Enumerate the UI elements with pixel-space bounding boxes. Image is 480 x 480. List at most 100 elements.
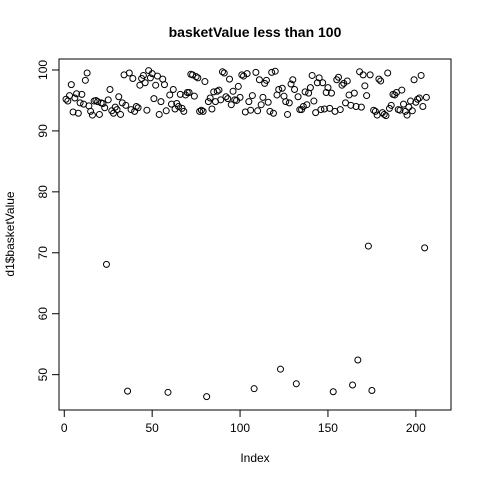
data-point <box>285 99 293 107</box>
data-point <box>303 101 311 109</box>
data-point <box>268 68 276 76</box>
data-point <box>289 76 297 84</box>
data-point <box>141 79 149 87</box>
data-point <box>67 81 75 89</box>
y-axis: 50 60 70 80 90 100 <box>36 60 60 382</box>
data-point <box>185 89 193 97</box>
data-point <box>81 76 89 84</box>
data-point <box>347 101 355 109</box>
data-point <box>398 86 406 94</box>
data-point <box>164 388 172 396</box>
data-point <box>315 74 323 82</box>
data-point <box>234 82 242 90</box>
chart-title: basketValue less than 100 <box>169 24 342 40</box>
data-point <box>310 97 318 105</box>
data-point <box>284 110 292 118</box>
data-point <box>143 106 151 114</box>
data-point <box>176 90 184 98</box>
data-point <box>417 71 425 79</box>
data-point <box>343 77 351 85</box>
y-tick-label: 100 <box>36 60 50 80</box>
data-point <box>150 95 158 103</box>
data-point <box>363 92 371 100</box>
data-point <box>118 99 126 107</box>
data-point <box>408 107 416 115</box>
data-point <box>382 112 390 120</box>
data-point <box>350 89 358 97</box>
data-point <box>155 110 163 118</box>
data-point <box>124 387 132 395</box>
data-point <box>419 103 427 111</box>
data-point <box>238 71 246 79</box>
data-point <box>129 75 137 82</box>
data-point <box>301 88 309 96</box>
data-point <box>319 79 327 87</box>
data-point <box>326 104 334 112</box>
data-point <box>245 98 253 106</box>
x-tick-label: 200 <box>406 421 426 435</box>
data-point <box>403 111 411 119</box>
data-point <box>254 107 262 115</box>
data-point <box>287 80 295 88</box>
data-point <box>299 103 307 111</box>
data-point <box>201 78 209 86</box>
data-point <box>401 107 409 115</box>
data-point <box>414 95 422 103</box>
data-point <box>400 100 408 108</box>
y-tick-label: 50 <box>36 368 50 382</box>
data-point <box>291 85 299 93</box>
data-point <box>247 106 255 114</box>
data-point <box>101 104 109 112</box>
data-point <box>229 87 237 95</box>
data-point <box>377 77 385 85</box>
data-point <box>410 76 418 84</box>
data-point <box>78 90 86 98</box>
data-point <box>215 86 223 94</box>
data-point <box>73 90 81 98</box>
data-point <box>62 95 70 103</box>
data-point <box>257 101 265 109</box>
data-point <box>248 92 256 100</box>
data-point <box>405 103 413 111</box>
data-point <box>327 89 335 97</box>
y-tick-label: 90 <box>36 124 50 138</box>
data-point <box>206 94 214 102</box>
data-point <box>220 69 228 77</box>
data-point <box>312 109 320 117</box>
data-point <box>125 69 133 77</box>
data-point <box>380 110 388 118</box>
data-point <box>368 387 376 394</box>
data-point <box>308 71 316 79</box>
data-point <box>127 106 135 114</box>
y-tick-label: 70 <box>36 246 50 260</box>
data-point <box>306 84 314 92</box>
data-point <box>213 87 221 95</box>
data-point <box>87 107 95 115</box>
data-point <box>83 69 91 77</box>
data-point <box>218 68 226 76</box>
data-point <box>336 106 344 114</box>
data-point <box>421 244 429 252</box>
data-point <box>104 96 112 104</box>
data-point <box>271 67 279 75</box>
data-point <box>160 81 168 89</box>
data-point <box>189 71 197 79</box>
data-point <box>313 79 321 87</box>
data-point <box>217 96 225 104</box>
y-tick-label: 60 <box>36 307 50 321</box>
data-point <box>180 107 188 115</box>
data-point <box>276 365 284 373</box>
data-point <box>166 91 174 99</box>
y-axis-label: d1$basketValue <box>3 191 17 277</box>
data-point <box>169 85 177 93</box>
data-point <box>375 75 383 83</box>
data-point <box>384 69 392 77</box>
data-point <box>226 75 234 83</box>
data-point <box>282 98 290 106</box>
data-point <box>317 106 325 114</box>
data-point <box>102 260 110 268</box>
data-point <box>175 103 183 111</box>
data-point <box>194 74 202 82</box>
data-point <box>106 85 114 93</box>
data-point <box>157 98 165 106</box>
